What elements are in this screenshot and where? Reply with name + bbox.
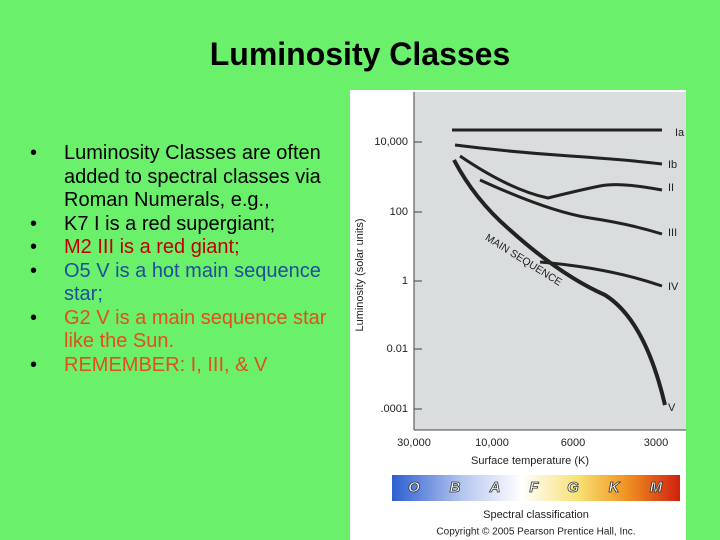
curve-label: II [668, 182, 674, 194]
spectral-class: O [408, 479, 420, 496]
spectral-class: A [489, 479, 501, 496]
curve-ib [454, 143, 663, 166]
y-ticks [414, 141, 422, 410]
bullet: REMEMBER: I, III, & V [30, 354, 330, 378]
x-axis-label: Surface temperature (K) [471, 455, 589, 467]
spectral-class: B [450, 479, 461, 496]
bullet: Luminosity Classes are often added to sp… [30, 142, 330, 213]
bullet: O5 V is a hot main sequence star; [30, 260, 330, 307]
spectral-bar [392, 475, 680, 501]
y-tick-label: 0.01 [387, 343, 408, 355]
slide-title: Luminosity Classes [209, 36, 511, 72]
spectral-class: K [609, 479, 621, 496]
curve-label: Ia [675, 127, 685, 139]
main-sequence-curve [452, 159, 667, 406]
y-axis-label: Luminosity (solar units) [354, 218, 366, 331]
bullet-list: Luminosity Classes are often added to sp… [30, 142, 330, 377]
curve-iv [539, 260, 663, 288]
spectral-class: G [567, 479, 579, 496]
x-tick-label: 10,000 [475, 437, 509, 449]
copyright: Copyright © 2005 Pearson Prentice Hall, … [436, 527, 635, 538]
curve-label: III [668, 227, 677, 239]
curve-label: IV [668, 281, 679, 293]
curve-label: V [668, 402, 676, 414]
curve-label: Ib [668, 159, 677, 171]
x-tick-label: 6000 [561, 437, 585, 449]
curve-ii [459, 154, 663, 200]
spectral-label: Spectral classification [483, 509, 589, 521]
y-tick-label: 10,000 [374, 136, 408, 148]
y-tick-label: 1 [402, 275, 408, 287]
y-tick-label: .0001 [380, 403, 408, 415]
y-tick-label: 100 [390, 206, 408, 218]
spectral-class: M [650, 479, 663, 496]
bullet: K7 I is a red supergiant; [30, 213, 330, 237]
x-tick-label: 30,000 [397, 437, 431, 449]
hr-diagram: 10,000 100 1 0.01 .0001 Luminosity (sola… [350, 90, 686, 540]
bullet: M2 III is a red giant; [30, 236, 330, 260]
curve-iii [479, 178, 663, 236]
bullet: G2 V is a main sequence star like the Su… [30, 307, 330, 354]
curves [452, 128, 667, 406]
spectral-class: F [529, 479, 539, 496]
x-tick-label: 3000 [644, 437, 668, 449]
